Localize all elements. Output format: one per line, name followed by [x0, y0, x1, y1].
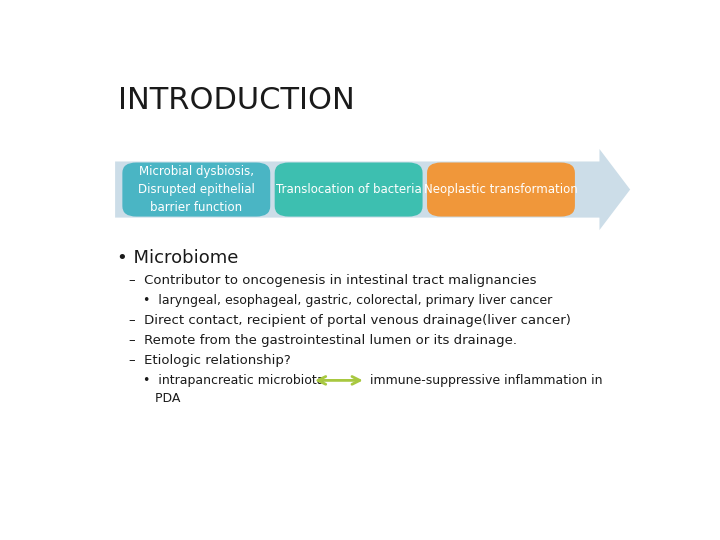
Text: Microbial dysbiosis,
Disrupted epithelial
barrier function: Microbial dysbiosis, Disrupted epithelia… [138, 165, 255, 214]
Text: –  Contributor to oncogenesis in intestinal tract malignancies: – Contributor to oncogenesis in intestin… [129, 274, 536, 287]
Text: immune-suppressive inflammation in: immune-suppressive inflammation in [370, 374, 603, 387]
FancyBboxPatch shape [122, 163, 270, 217]
Text: PDA: PDA [143, 393, 181, 406]
Text: –  Remote from the gastrointestinal lumen or its drainage.: – Remote from the gastrointestinal lumen… [129, 334, 517, 347]
Text: INTRODUCTION: INTRODUCTION [118, 85, 355, 114]
Text: •  intrapancreatic microbiota: • intrapancreatic microbiota [143, 374, 325, 387]
Text: Neoplastic transformation: Neoplastic transformation [424, 183, 578, 196]
Polygon shape [115, 149, 630, 230]
FancyBboxPatch shape [427, 163, 575, 217]
FancyBboxPatch shape [275, 163, 423, 217]
Text: Translocation of bacteria: Translocation of bacteria [276, 183, 421, 196]
Text: –  Direct contact, recipient of portal venous drainage(liver cancer): – Direct contact, recipient of portal ve… [129, 314, 571, 327]
Text: • Microbiome: • Microbiome [117, 248, 238, 267]
Text: •  laryngeal, esophageal, gastric, colorectal, primary liver cancer: • laryngeal, esophageal, gastric, colore… [143, 294, 552, 307]
Text: –  Etiologic relationship?: – Etiologic relationship? [129, 354, 291, 367]
